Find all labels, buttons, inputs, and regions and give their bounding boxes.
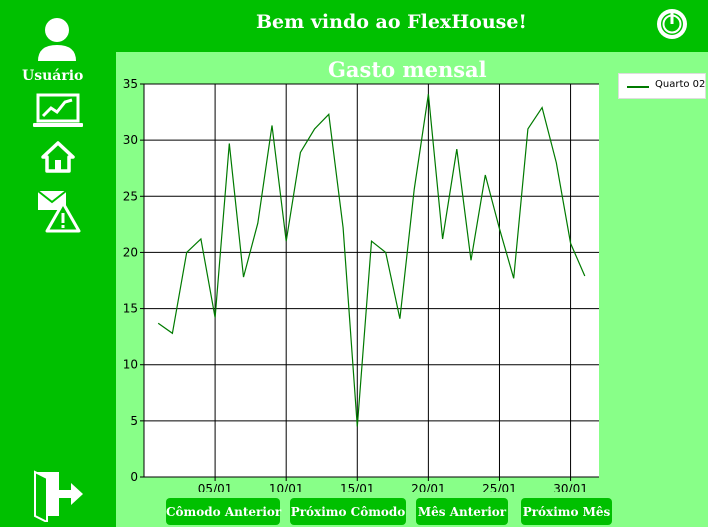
chart-legend: Quarto 02 xyxy=(618,73,706,99)
y-tick-label: 25 xyxy=(123,189,138,203)
chart-panel: Gasto mensal 0 5 10 15 20 25 30 35 05/01 10/01 15/… xyxy=(116,52,708,527)
user-label: Usuário xyxy=(22,68,84,84)
x-tick-label: 20/01 xyxy=(411,482,446,492)
power-icon[interactable] xyxy=(655,7,689,41)
legend-swatch xyxy=(627,86,649,88)
sidebar: Usuário xyxy=(0,0,116,527)
previous-month-button[interactable]: Mês Anterior xyxy=(416,498,508,525)
line-chart: 0 5 10 15 20 25 30 35 05/01 10/01 15/01 20/01 25/01 3… xyxy=(123,77,599,492)
previous-room-button[interactable]: Cômodo Anterior xyxy=(166,498,281,525)
page-title: Bem vindo ao FlexHouse! xyxy=(256,11,527,33)
y-tick-label: 15 xyxy=(123,302,138,316)
x-tick-label: 10/01 xyxy=(269,482,304,492)
logout-icon[interactable] xyxy=(33,470,85,522)
plot-area xyxy=(144,84,599,477)
header-bar: Bem vindo ao FlexHouse! xyxy=(116,0,708,52)
dashboard-chart-icon[interactable] xyxy=(33,92,83,130)
x-tick-label: 30/01 xyxy=(553,482,588,492)
series-line-quarto-02 xyxy=(157,94,586,427)
y-tick-label: 5 xyxy=(130,414,138,428)
y-tick-label: 0 xyxy=(130,470,138,484)
y-tick-label: 30 xyxy=(123,133,138,147)
next-month-button[interactable]: Próximo Mês xyxy=(521,498,612,525)
next-room-button[interactable]: Próximo Cômodo xyxy=(290,498,406,525)
chart-title: Gasto mensal xyxy=(328,57,487,82)
legend-label: Quarto 02 xyxy=(655,79,706,90)
user-icon[interactable] xyxy=(36,17,78,61)
y-tick-label: 10 xyxy=(123,358,138,372)
x-tick-label: 05/01 xyxy=(198,482,233,492)
mail-warning-icon[interactable] xyxy=(37,189,81,233)
y-tick-label: 20 xyxy=(123,245,138,259)
y-tick-label: 35 xyxy=(123,77,138,91)
x-tick-label: 25/01 xyxy=(482,482,517,492)
x-tick-label: 15/01 xyxy=(340,482,375,492)
home-icon[interactable] xyxy=(41,141,75,173)
